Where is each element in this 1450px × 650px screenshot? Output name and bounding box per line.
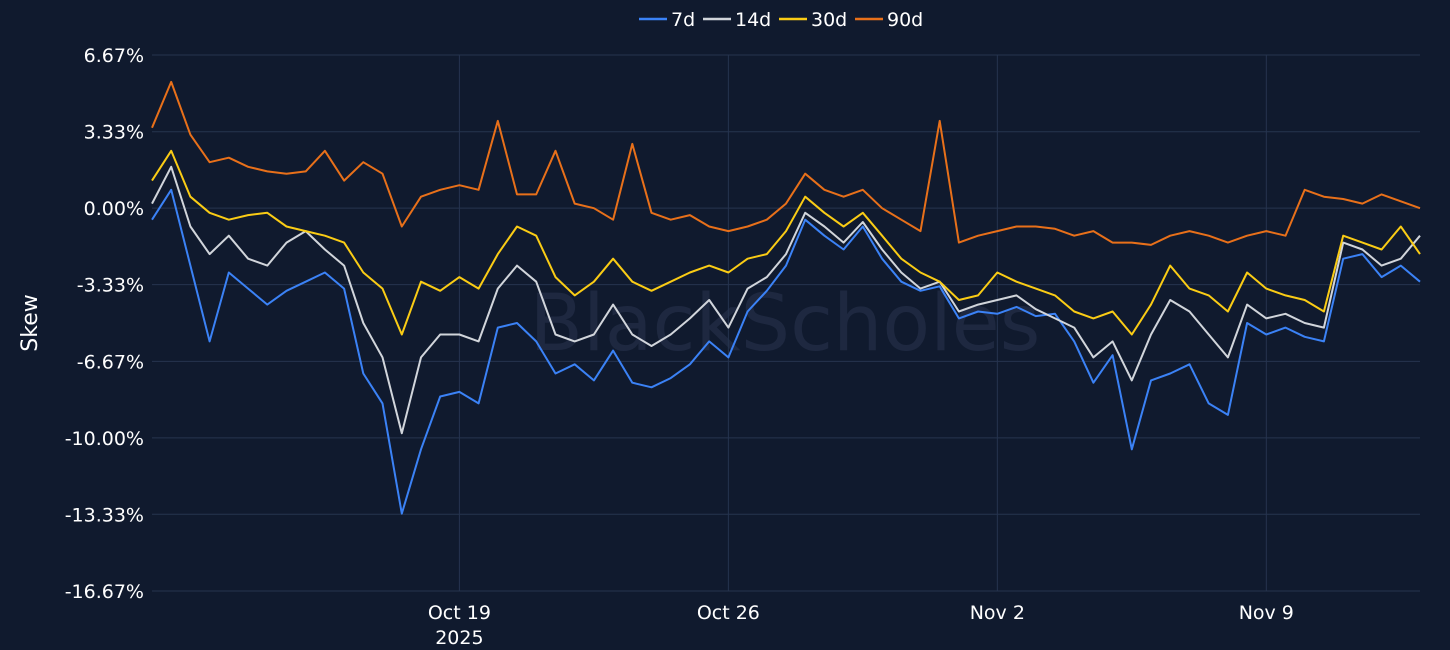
- x-tick-label: Oct 19: [428, 602, 491, 624]
- x-tick-label: Nov 2: [970, 602, 1025, 624]
- y-tick-label: -3.33%: [77, 275, 144, 297]
- legend-label: 14d: [735, 9, 771, 31]
- series-line-14d: [151, 165, 1421, 435]
- x-tick-sublabel: 2025: [435, 627, 483, 649]
- x-tick-label: Nov 9: [1239, 602, 1294, 624]
- y-tick-label: 0.00%: [84, 198, 144, 220]
- series-line-90d: [151, 80, 1421, 246]
- grid: [152, 54, 1420, 592]
- legend-label: 7d: [671, 9, 695, 31]
- legend: 7d 14d 30d 90d: [639, 9, 923, 31]
- legend-item-7d[interactable]: 7d: [639, 9, 695, 31]
- y-axis-ticks: 6.67% 3.33% 0.00% -3.33% -6.67% -10.00% -13.33…: [65, 45, 144, 603]
- y-tick-label: -16.67%: [65, 581, 144, 603]
- y-tick-label: 3.33%: [84, 122, 144, 144]
- series-line-30d: [151, 149, 1421, 336]
- legend-label: 90d: [887, 9, 923, 31]
- watermark: BlackScholes: [530, 279, 1041, 369]
- legend-item-14d[interactable]: 14d: [703, 9, 771, 31]
- legend-label: 30d: [811, 9, 847, 31]
- y-axis-title: Skew: [18, 294, 43, 351]
- y-tick-label: -10.00%: [65, 428, 144, 450]
- y-tick-label: -6.67%: [77, 351, 144, 373]
- series-lines: [151, 80, 1421, 515]
- x-axis-ticks: Oct 19 2025 Oct 26 Nov 2 Nov 9: [428, 602, 1294, 649]
- y-tick-label: 6.67%: [84, 45, 144, 67]
- y-tick-label: -13.33%: [65, 504, 144, 526]
- legend-item-30d[interactable]: 30d: [779, 9, 847, 31]
- series-line-7d: [151, 188, 1421, 515]
- legend-item-90d[interactable]: 90d: [855, 9, 923, 31]
- x-tick-label: Oct 26: [697, 602, 760, 624]
